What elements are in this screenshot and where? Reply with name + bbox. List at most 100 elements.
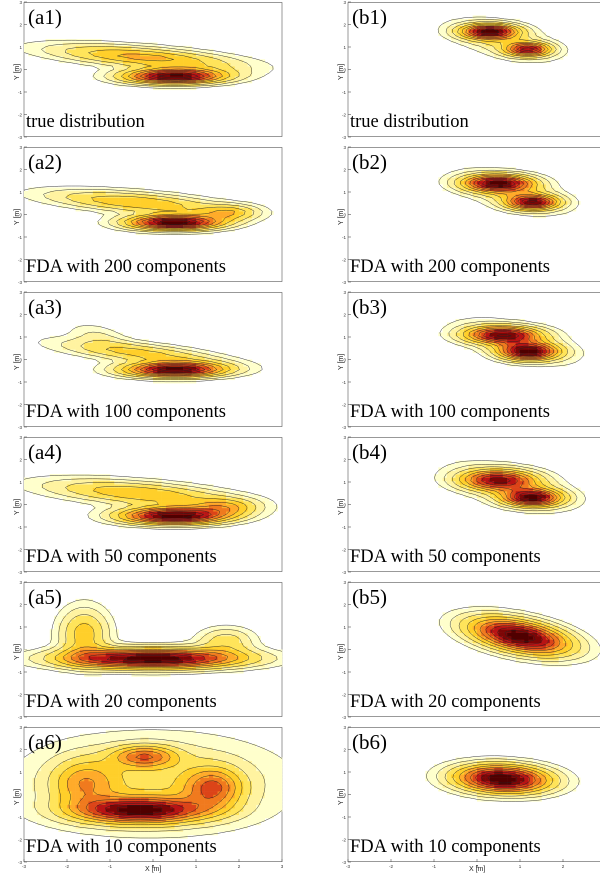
density-cell (507, 652, 512, 657)
density-cell (239, 511, 244, 515)
density-cell (105, 332, 111, 337)
density-cell (135, 59, 141, 64)
density-cell (528, 622, 534, 627)
contour-line (139, 70, 211, 82)
density-cell (84, 642, 89, 647)
density-cell (41, 190, 46, 195)
density-cell (528, 467, 534, 472)
contour-line (465, 174, 557, 210)
density-cell (62, 622, 68, 627)
density-cell (178, 369, 184, 374)
density-cell (200, 656, 205, 660)
density-cell (537, 646, 542, 650)
density-cell (256, 504, 261, 509)
density-cell (153, 231, 158, 236)
density-cell (464, 167, 469, 171)
contour-line (468, 326, 558, 360)
y-tick-label: -3 (342, 570, 346, 575)
density-cell (558, 346, 564, 350)
density-cell (67, 194, 72, 198)
density-cell (127, 501, 132, 505)
density-cell (230, 366, 235, 370)
density-cell (41, 480, 46, 485)
density-cell (221, 511, 227, 515)
density-cell (541, 59, 547, 64)
density-cell (554, 494, 559, 499)
density-cell (537, 32, 542, 37)
density-cell (472, 332, 478, 337)
density-cell (148, 201, 154, 205)
density-cell (178, 491, 184, 495)
density-cell (174, 642, 180, 647)
density-cell (97, 72, 102, 77)
density-cell (153, 76, 158, 80)
density-cell (550, 332, 555, 337)
density-cell (58, 669, 63, 674)
density-cell (494, 474, 499, 478)
density-cell (567, 629, 572, 633)
contour-line (481, 475, 551, 503)
density-cell (127, 504, 132, 509)
density-cell (62, 474, 68, 478)
density-cell (75, 632, 81, 637)
density-cell (110, 669, 115, 674)
density-cell (161, 494, 167, 499)
density-cell (122, 511, 128, 515)
density-cell (442, 622, 448, 627)
density-cell (204, 629, 210, 633)
density-cell (507, 474, 512, 478)
density-cell (92, 332, 98, 337)
density-cell (58, 632, 63, 637)
density-cell (524, 207, 529, 212)
density-cell (101, 373, 106, 377)
density-cell (230, 511, 235, 515)
density-cell (157, 72, 162, 77)
density-cell (468, 487, 473, 492)
density-cell (178, 201, 184, 205)
density-cell (498, 180, 504, 185)
density-cell (54, 656, 59, 660)
density-cell (170, 79, 175, 84)
density-cell (563, 335, 568, 340)
density-cell (105, 56, 111, 60)
density-cell (127, 59, 132, 64)
density-cell (161, 56, 167, 60)
density-cell (541, 480, 547, 485)
density-cell (187, 507, 192, 512)
density-cell (127, 642, 132, 647)
density-cell (88, 663, 94, 667)
y-tick-label: 1 (343, 335, 346, 340)
density-cell (49, 656, 55, 660)
density-cell (140, 480, 145, 485)
density-cell (183, 197, 188, 202)
density-cell (502, 649, 508, 654)
density-cell (541, 335, 547, 340)
density-cell (157, 83, 162, 87)
density-cell (75, 646, 81, 650)
density-cell (494, 491, 499, 495)
density-cell (208, 56, 214, 60)
density-cell (105, 649, 111, 654)
density-cell (88, 42, 94, 47)
density-cell (481, 349, 486, 354)
density-cell (54, 39, 59, 43)
density-cell (502, 319, 508, 323)
density-cell (584, 642, 590, 647)
density-cell (528, 170, 534, 175)
density-cell (217, 66, 223, 70)
density-cell (472, 642, 478, 647)
density-cell (131, 656, 137, 660)
density-cell (92, 45, 98, 50)
density-cell (67, 52, 72, 57)
density-cell (468, 329, 473, 333)
density-cell (580, 646, 585, 650)
density-cell (200, 352, 205, 357)
density-cell (105, 224, 111, 229)
density-cell (101, 609, 106, 613)
density-cell (131, 477, 137, 482)
density-cell (451, 484, 456, 488)
density-cell (174, 491, 180, 495)
density-cell (477, 632, 482, 637)
